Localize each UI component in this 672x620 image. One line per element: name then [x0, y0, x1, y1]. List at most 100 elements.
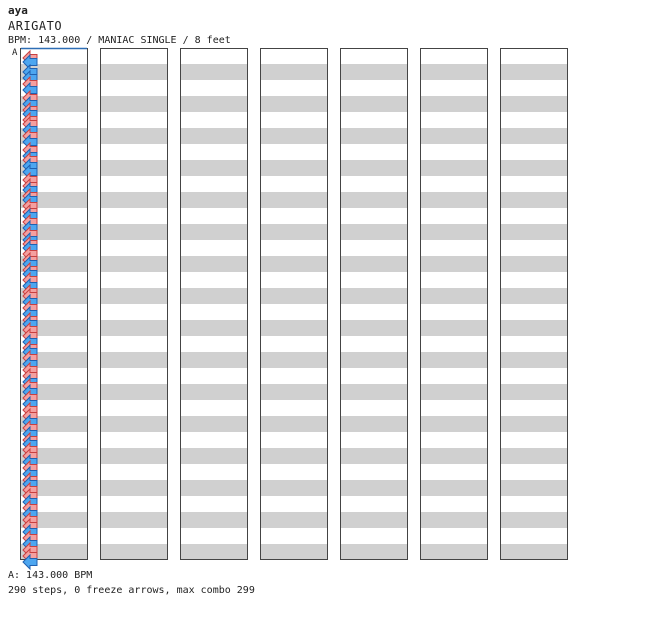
- beat-stripe: [100, 304, 168, 320]
- beat-stripe: [100, 288, 168, 304]
- beat-stripe: [260, 496, 328, 512]
- beat-stripe: [420, 80, 488, 96]
- beat-stripe: [500, 240, 568, 256]
- beat-stripe: [500, 112, 568, 128]
- beat-stripe: [500, 64, 568, 80]
- beat-stripe: [420, 400, 488, 416]
- beat-stripe: [340, 224, 408, 240]
- beat-stripe: [180, 208, 248, 224]
- beat-stripe: [260, 176, 328, 192]
- beat-stripe: [100, 144, 168, 160]
- beat-stripe: [180, 240, 248, 256]
- beat-stripe: [340, 384, 408, 400]
- beat-stripe: [340, 512, 408, 528]
- beat-stripe: [500, 96, 568, 112]
- beat-stripe: [260, 304, 328, 320]
- beat-stripe: [180, 304, 248, 320]
- beat-stripe: [340, 96, 408, 112]
- beat-stripe: [180, 160, 248, 176]
- beat-stripe: [260, 64, 328, 80]
- beat-stripe: [100, 464, 168, 480]
- beat-stripe: [340, 432, 408, 448]
- measure-column: [180, 48, 248, 560]
- beat-stripe: [180, 256, 248, 272]
- beat-stripe: [260, 288, 328, 304]
- beat-stripe: [420, 176, 488, 192]
- beat-stripe: [260, 320, 328, 336]
- beat-stripe: [340, 240, 408, 256]
- beat-stripe: [100, 352, 168, 368]
- beat-stripe: [420, 368, 488, 384]
- beat-stripe: [420, 160, 488, 176]
- beat-stripe: [180, 64, 248, 80]
- chart-info: BPM: 143.000 / MANIAC SINGLE / 8 feet: [8, 35, 231, 46]
- beat-stripe: [340, 368, 408, 384]
- beat-stripe: [500, 128, 568, 144]
- measure-column: [340, 48, 408, 560]
- beat-stripe: [420, 416, 488, 432]
- beat-stripe: [420, 208, 488, 224]
- beat-stripe: [100, 368, 168, 384]
- beat-stripe: [500, 400, 568, 416]
- beat-stripe: [420, 192, 488, 208]
- beat-stripe: [260, 96, 328, 112]
- beat-stripe: [500, 320, 568, 336]
- beat-stripe: [500, 48, 568, 64]
- beat-stripe: [180, 80, 248, 96]
- measure-column: [420, 48, 488, 560]
- beat-stripe: [340, 528, 408, 544]
- beat-stripe: [180, 448, 248, 464]
- beat-stripe: [500, 384, 568, 400]
- beat-stripe: [500, 448, 568, 464]
- beat-stripe: [180, 384, 248, 400]
- beat-stripe: [260, 544, 328, 560]
- song-title: ARIGATO: [8, 19, 63, 33]
- beat-stripe: [500, 464, 568, 480]
- beat-stripe: [100, 64, 168, 80]
- beat-stripe: [260, 160, 328, 176]
- beat-stripe: [180, 368, 248, 384]
- left-arrow: [22, 553, 38, 571]
- beat-stripe: [340, 192, 408, 208]
- beat-stripe: [340, 544, 408, 560]
- beat-stripe: [420, 336, 488, 352]
- beat-stripe: [100, 48, 168, 64]
- beat-stripe: [260, 48, 328, 64]
- beat-stripe: [100, 544, 168, 560]
- beat-stripe: [180, 96, 248, 112]
- beat-stripe: [420, 496, 488, 512]
- beat-stripe: [340, 400, 408, 416]
- beat-stripe: [340, 496, 408, 512]
- beat-stripe: [260, 384, 328, 400]
- beat-stripe: [100, 480, 168, 496]
- beat-stripe: [500, 224, 568, 240]
- beat-stripe: [100, 272, 168, 288]
- beat-stripe: [180, 112, 248, 128]
- beat-stripe: [180, 544, 248, 560]
- beat-stripe: [340, 320, 408, 336]
- beat-stripe: [500, 144, 568, 160]
- beat-stripe: [500, 304, 568, 320]
- beat-stripe: [420, 272, 488, 288]
- beat-stripe: [420, 512, 488, 528]
- beat-stripe: [420, 96, 488, 112]
- beat-stripe: [500, 336, 568, 352]
- beat-stripe: [420, 224, 488, 240]
- beat-stripe: [500, 528, 568, 544]
- beat-stripe: [260, 368, 328, 384]
- beat-stripe: [180, 224, 248, 240]
- beat-stripe: [340, 336, 408, 352]
- beat-stripe: [180, 464, 248, 480]
- beat-stripe: [340, 448, 408, 464]
- beat-stripe: [340, 416, 408, 432]
- beat-stripe: [500, 432, 568, 448]
- beat-stripe: [340, 80, 408, 96]
- beat-stripe: [340, 256, 408, 272]
- beat-stripe: [100, 256, 168, 272]
- beat-stripe: [100, 192, 168, 208]
- beat-stripe: [420, 48, 488, 64]
- beat-stripe: [500, 288, 568, 304]
- beat-stripe: [180, 336, 248, 352]
- measure-column: [260, 48, 328, 560]
- beat-stripe: [340, 128, 408, 144]
